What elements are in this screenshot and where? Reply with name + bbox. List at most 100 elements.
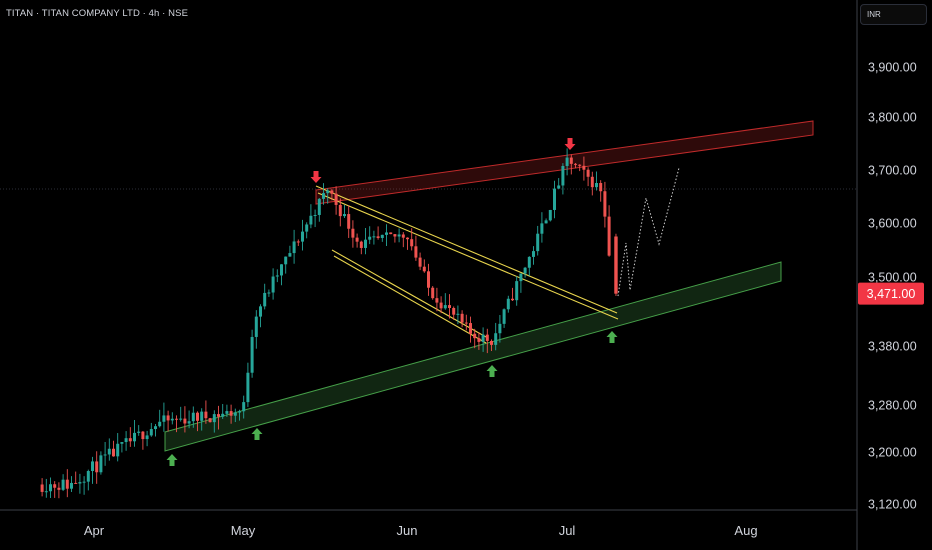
candle-body xyxy=(275,275,279,277)
candle xyxy=(427,263,430,296)
candle xyxy=(166,410,170,432)
candle-body xyxy=(65,479,69,489)
time-tick-label: Jun xyxy=(397,523,418,538)
up-arrow-jun-low-shape xyxy=(486,365,498,377)
candle-body xyxy=(427,271,430,288)
candle xyxy=(65,469,69,498)
up-arrow-may-low-shape xyxy=(251,428,263,440)
candle xyxy=(284,256,288,274)
candle xyxy=(586,167,590,187)
candle-body xyxy=(263,292,267,307)
candle-body xyxy=(49,484,52,492)
candle-body xyxy=(296,241,300,243)
candle-body xyxy=(305,224,309,232)
up-arrow-apr-low xyxy=(166,454,178,466)
candle-body xyxy=(477,338,481,342)
candle-body xyxy=(292,241,296,254)
candle xyxy=(259,304,262,328)
candle-body xyxy=(443,305,447,309)
candle xyxy=(380,234,384,242)
candle xyxy=(91,456,94,484)
candle-body xyxy=(397,234,401,237)
candle xyxy=(557,178,561,189)
candle xyxy=(313,209,317,228)
candle-body xyxy=(544,220,548,224)
candle xyxy=(540,212,544,243)
candle-body xyxy=(53,484,57,488)
candle xyxy=(124,431,128,451)
candle xyxy=(196,411,199,432)
candle xyxy=(254,310,258,349)
candle xyxy=(473,328,477,349)
candle-body xyxy=(212,414,216,423)
candle xyxy=(61,474,65,492)
candle-body xyxy=(364,239,367,248)
candle-body xyxy=(574,163,577,165)
candle xyxy=(208,417,212,423)
candle xyxy=(322,183,325,205)
candle xyxy=(359,240,363,255)
candle-body xyxy=(380,234,384,238)
candle-body xyxy=(284,256,288,265)
candle-body xyxy=(86,471,90,482)
candle-body xyxy=(590,176,594,188)
candle xyxy=(569,154,573,175)
candle xyxy=(519,273,523,293)
candle xyxy=(141,430,145,450)
candle-body xyxy=(565,157,569,166)
candle-body xyxy=(456,313,460,315)
candle xyxy=(271,268,275,300)
candle xyxy=(498,315,502,343)
candle xyxy=(40,478,44,497)
candle-body xyxy=(259,306,262,317)
candle-body xyxy=(250,336,254,373)
candle-body xyxy=(82,481,86,483)
down-arrow-may-high-shape xyxy=(310,171,322,183)
price-tick-label: 3,800.00 xyxy=(868,111,917,125)
candle xyxy=(179,406,183,422)
candle-body xyxy=(107,448,111,455)
candle-body xyxy=(448,305,451,308)
candle xyxy=(53,481,57,498)
candle-body xyxy=(338,204,342,217)
candle-body xyxy=(170,418,174,421)
candle-body xyxy=(238,411,241,413)
candle xyxy=(170,412,174,425)
last-candle xyxy=(614,233,618,296)
candle-body xyxy=(95,461,99,473)
candle xyxy=(334,186,338,215)
candle xyxy=(582,156,586,181)
candle xyxy=(464,314,468,331)
candle xyxy=(439,296,443,314)
candle xyxy=(82,476,86,495)
price-tick-label: 3,280.00 xyxy=(868,399,917,413)
up-arrow-jul-low xyxy=(606,331,618,343)
candle-body xyxy=(271,276,275,293)
candle xyxy=(149,422,153,437)
candle xyxy=(128,427,132,447)
candle-body xyxy=(242,402,246,412)
candle xyxy=(70,476,73,493)
candle-body xyxy=(191,412,195,422)
candle-body xyxy=(359,241,363,248)
candle-body xyxy=(452,307,456,315)
candle-body xyxy=(200,411,204,421)
down-arrow-may-high xyxy=(310,171,322,183)
candle xyxy=(565,148,569,176)
candle xyxy=(86,469,90,491)
candle xyxy=(385,224,388,246)
candle-body xyxy=(74,482,78,484)
candle-body xyxy=(515,281,519,301)
candle-body xyxy=(343,214,346,217)
candle xyxy=(368,226,372,245)
candle-body xyxy=(183,418,187,424)
candle-body xyxy=(607,216,611,256)
candle xyxy=(338,198,342,227)
candle xyxy=(397,228,401,243)
candle xyxy=(280,264,283,286)
candle xyxy=(305,222,309,239)
candle-body xyxy=(322,193,325,199)
currency-button[interactable]: INR xyxy=(860,4,927,25)
candle xyxy=(590,171,594,196)
